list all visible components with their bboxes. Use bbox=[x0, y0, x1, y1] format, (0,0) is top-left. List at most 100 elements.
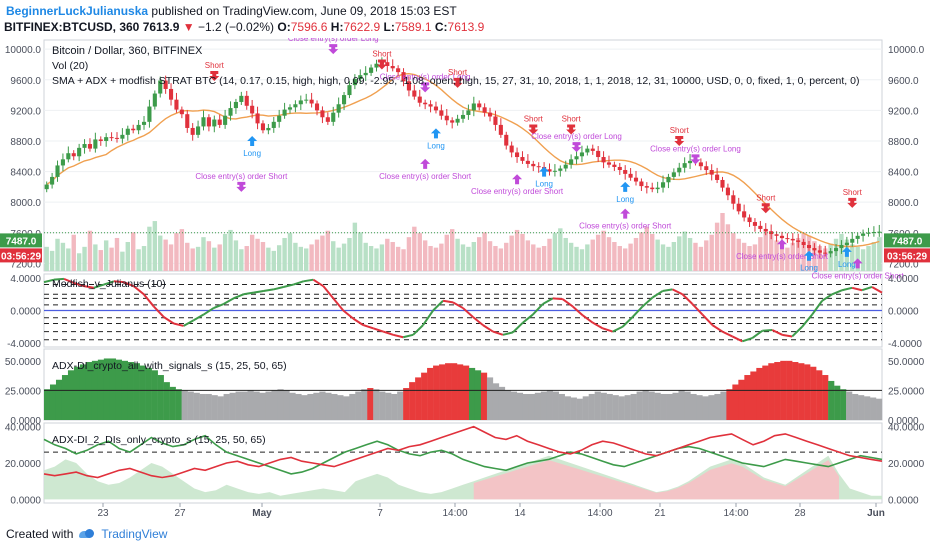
osc-line-segment bbox=[442, 299, 454, 304]
volume-bar bbox=[314, 239, 320, 271]
volume-bar bbox=[493, 246, 498, 271]
candle-body bbox=[163, 80, 168, 89]
osc-line-segment bbox=[532, 303, 544, 316]
osc-tick-right: 4.0000 bbox=[888, 274, 919, 285]
volume-bar bbox=[304, 248, 309, 271]
candle-body bbox=[769, 231, 774, 235]
chart-area[interactable]: 10000.0 10000.0 9600.0 9600.0 9200.0 9200.0 88… bbox=[0, 38, 932, 524]
volume-bar bbox=[671, 242, 677, 271]
volume-bar bbox=[747, 246, 752, 271]
price-legend-1: Bitcoin / Dollar, 360, BITFINEX bbox=[52, 45, 203, 57]
candle-body bbox=[569, 159, 574, 165]
volume-bar bbox=[395, 246, 401, 271]
adx-bar bbox=[708, 395, 715, 420]
adx-bar bbox=[145, 367, 152, 420]
countdown-box-right bbox=[884, 248, 930, 263]
tradingview-brand[interactable]: TradingView bbox=[101, 527, 168, 541]
volume-bar bbox=[412, 226, 417, 271]
adx-bar bbox=[678, 390, 685, 420]
osc-line-segment bbox=[641, 296, 654, 308]
signal-down-arrow-icon bbox=[236, 181, 247, 192]
osc-line-segment bbox=[562, 298, 574, 308]
author-link[interactable]: BeginnerLuckJulianuska bbox=[6, 4, 149, 18]
adx-bar bbox=[85, 362, 93, 420]
adx-bar bbox=[373, 389, 380, 420]
signal-up-arrow-icon bbox=[512, 174, 523, 185]
volume-bar bbox=[655, 239, 660, 271]
volume-bar bbox=[87, 230, 93, 271]
osc-line-segment bbox=[422, 309, 434, 326]
adx-bar bbox=[67, 370, 75, 420]
volume-bar bbox=[574, 246, 579, 271]
volume-bar bbox=[417, 233, 422, 271]
osc-line-segment bbox=[133, 285, 145, 296]
adx-bar bbox=[343, 396, 350, 420]
adx-bar bbox=[403, 388, 410, 420]
adx-bar bbox=[277, 389, 284, 420]
candle-body bbox=[114, 137, 120, 139]
adx-bar bbox=[337, 395, 344, 420]
volume-bar bbox=[563, 237, 568, 271]
candle-body bbox=[471, 103, 476, 111]
candle-body bbox=[44, 184, 49, 190]
osc-tick-left: 0.0000 bbox=[10, 307, 41, 318]
adx-bar bbox=[319, 391, 326, 420]
adx-bar bbox=[193, 392, 200, 420]
adx-bar bbox=[463, 365, 470, 420]
candle-body bbox=[617, 166, 622, 171]
candle-body bbox=[639, 181, 644, 187]
candle-body bbox=[439, 110, 444, 116]
x-tick-label: 14:00 bbox=[587, 508, 612, 519]
candle-body bbox=[390, 66, 395, 69]
volume-bar bbox=[406, 237, 412, 271]
candle-body bbox=[369, 67, 374, 73]
candle-body bbox=[352, 79, 357, 86]
volume-bar bbox=[60, 242, 66, 271]
osc-line-segment bbox=[342, 309, 354, 320]
candle-body bbox=[628, 173, 633, 178]
volume-bar bbox=[687, 237, 693, 271]
adx-bar bbox=[804, 364, 811, 420]
volume-bar bbox=[379, 244, 385, 271]
volume-bar bbox=[460, 244, 466, 271]
countdown-right: 03:56:29 bbox=[887, 251, 927, 262]
osc-line-segment bbox=[662, 288, 673, 293]
volume-bar bbox=[693, 242, 698, 271]
open-label: O: bbox=[277, 20, 291, 34]
adx-bar bbox=[115, 359, 123, 420]
osc-line-segment bbox=[851, 286, 863, 292]
x-tick-label: 27 bbox=[174, 508, 186, 519]
signal-up-arrow-icon bbox=[620, 181, 631, 192]
adx-bar bbox=[283, 390, 290, 420]
signal-label: Long bbox=[800, 264, 818, 273]
osc-line-segment bbox=[691, 303, 704, 316]
signal-down-arrow-icon bbox=[760, 203, 771, 214]
signal-down-arrow-icon bbox=[209, 70, 220, 81]
osc-line-segment bbox=[93, 283, 105, 289]
candle-body bbox=[433, 106, 439, 111]
volume-bar bbox=[239, 249, 244, 271]
volume-bar bbox=[633, 237, 639, 271]
volume-bar bbox=[433, 247, 439, 271]
candle-body bbox=[152, 93, 157, 107]
di-tick-right: 20.0000 bbox=[888, 459, 925, 470]
adx-bar bbox=[397, 391, 404, 420]
candle-body bbox=[239, 95, 244, 102]
candle-body bbox=[644, 186, 649, 188]
osc-line-segment bbox=[821, 293, 833, 302]
osc-line-segment bbox=[811, 300, 823, 316]
adx-bar bbox=[600, 392, 607, 420]
osc-line-segment bbox=[312, 278, 324, 288]
adx-bar bbox=[379, 391, 386, 420]
volume-bar bbox=[568, 242, 574, 271]
osc-line-segment bbox=[263, 288, 274, 293]
candle-body bbox=[455, 118, 460, 123]
candle-body bbox=[125, 128, 130, 135]
adx-bar bbox=[618, 396, 625, 420]
volume-bar bbox=[498, 248, 504, 271]
adx-tick-left: 0.0000 bbox=[10, 416, 41, 427]
candle-body bbox=[168, 88, 174, 100]
adx-bar bbox=[55, 379, 63, 420]
candle-body bbox=[385, 62, 390, 67]
candle-body bbox=[633, 177, 639, 182]
